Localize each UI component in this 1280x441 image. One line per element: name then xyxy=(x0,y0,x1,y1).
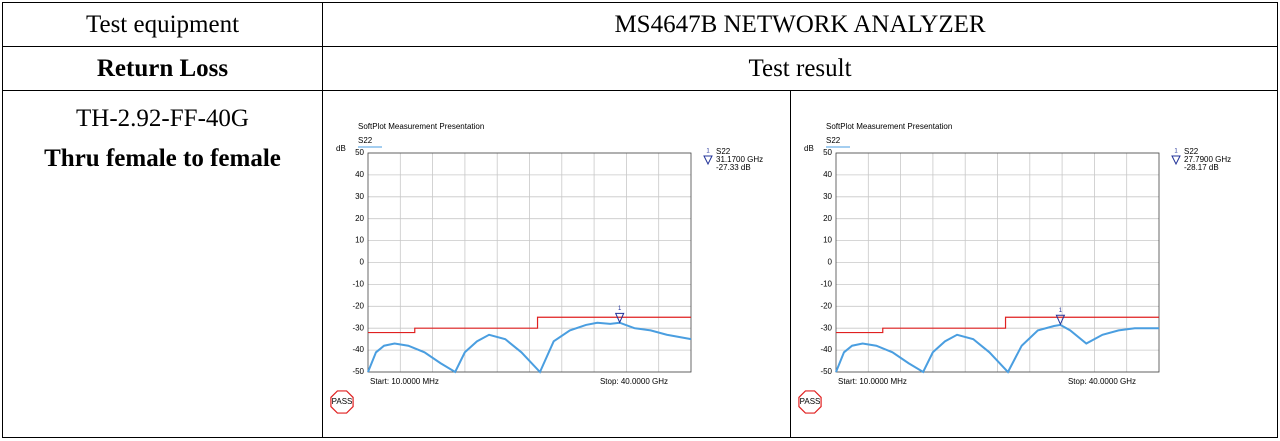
y-tick-label: 50 xyxy=(823,148,832,157)
y-tick-label: -20 xyxy=(820,301,832,310)
cell: MS4647B NETWORK ANALYZER xyxy=(322,2,1278,47)
y-tick-label: 20 xyxy=(823,214,832,223)
trace-line xyxy=(367,321,692,374)
cell xyxy=(790,90,1278,438)
cell-text: Return Loss xyxy=(96,54,229,82)
stop-label: Stop: 40.0000 GHz xyxy=(600,377,668,386)
marker-x: 27.7900 GHz xyxy=(1184,155,1231,164)
marker-icon xyxy=(1171,155,1181,166)
chart: SoftPlot Measurement Presentation dB S22 50… xyxy=(330,122,763,414)
y-tick-label: 0 xyxy=(828,258,833,267)
marker xyxy=(614,312,625,324)
trace-name: S22 xyxy=(358,136,373,145)
limit-line xyxy=(368,316,691,334)
trace-line xyxy=(835,323,1159,374)
cell-text: Test result xyxy=(748,54,852,82)
plot-frame xyxy=(367,152,692,373)
y-tick-label: -10 xyxy=(352,280,364,289)
marker-y: -27.33 dB xyxy=(716,163,751,172)
y-tick-label: 20 xyxy=(355,214,364,223)
start-label: Start: 10.0000 MHz xyxy=(838,377,907,386)
marker-number: 1 xyxy=(1059,308,1063,314)
marker-number: 1 xyxy=(618,306,622,312)
status: PASS xyxy=(800,397,821,406)
cell-text: MS4647B NETWORK ANALYZER xyxy=(614,10,986,38)
cell: Test equipment xyxy=(2,2,323,47)
y-tick-label: -10 xyxy=(820,280,832,289)
y-tick-label: -40 xyxy=(352,345,364,354)
cell: Return Loss xyxy=(2,46,323,91)
cell-text: Test equipment xyxy=(85,10,240,38)
marker-icon xyxy=(703,155,713,166)
marker-trace: S22 xyxy=(1184,147,1199,156)
plot-frame xyxy=(835,152,1160,373)
y-tick-label: -50 xyxy=(820,367,832,376)
y-tick-label: 10 xyxy=(355,236,364,245)
y-tick-label: 50 xyxy=(355,148,364,157)
y-tick-label: 30 xyxy=(355,192,364,201)
start-label: Start: 10.0000 MHz xyxy=(370,377,439,386)
y-unit: dB xyxy=(804,144,814,153)
marker-number: 1 xyxy=(706,149,710,155)
marker-number: 1 xyxy=(1174,149,1178,155)
status-badge xyxy=(798,390,822,414)
chart-title: SoftPlot Measurement Presentation xyxy=(358,122,484,131)
y-tick-label: 40 xyxy=(823,170,832,179)
y-tick-label: -50 xyxy=(352,367,364,376)
y-tick-label: 0 xyxy=(360,258,365,267)
y-tick-label: 10 xyxy=(823,236,832,245)
stop-label: Stop: 40.0000 GHz xyxy=(1068,377,1136,386)
y-unit: dB xyxy=(336,144,346,153)
y-tick-label: -30 xyxy=(352,323,364,332)
marker xyxy=(1055,314,1066,326)
y-tick-label: -20 xyxy=(352,301,364,310)
trace-name: S22 xyxy=(826,136,841,145)
chart: SoftPlot Measurement Presentation dB S22 50… xyxy=(798,122,1231,414)
status: PASS xyxy=(332,397,353,406)
limit-line xyxy=(836,316,1159,334)
status-badge xyxy=(330,390,354,414)
y-tick-label: 30 xyxy=(823,192,832,201)
y-tick-label: -30 xyxy=(820,323,832,332)
cell: TH-2.92-FF-40G Thru female to female xyxy=(2,90,323,438)
chart-title: SoftPlot Measurement Presentation xyxy=(826,122,952,131)
cell-text: Thru female to female xyxy=(44,145,281,172)
cell: Test result xyxy=(322,46,1278,91)
marker-x: 31.1700 GHz xyxy=(716,155,763,164)
marker-y: -28.17 dB xyxy=(1184,163,1219,172)
y-tick-label: -40 xyxy=(820,345,832,354)
cell-text: TH-2.92-FF-40G xyxy=(76,105,249,132)
marker-trace: S22 xyxy=(716,147,731,156)
y-tick-label: 40 xyxy=(355,170,364,179)
